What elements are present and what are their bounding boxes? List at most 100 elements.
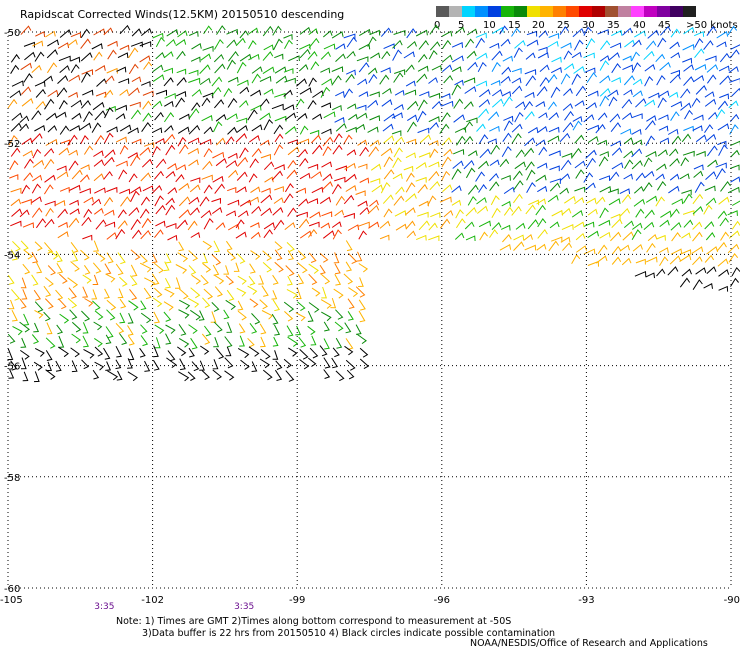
wind-barb [143,61,153,70]
wind-barb [47,39,59,47]
wind-barb [694,31,705,37]
wind-barb [703,40,714,51]
wind-barb [153,345,159,358]
wind-barb [154,111,164,121]
wind-barb [20,62,32,71]
wind-barb [299,157,309,167]
wind-barb [631,128,642,135]
wind-barb [308,302,320,313]
wind-barb [140,229,152,240]
wind-barb [428,116,440,123]
wind-barb [44,277,54,287]
wind-barb [729,113,740,123]
wind-barb [141,217,152,228]
wind-barb [418,152,431,158]
wind-barb [538,112,548,119]
wind-barb [535,204,546,216]
wind-barb [463,159,475,170]
wind-barb [357,78,368,86]
wind-barb [321,286,327,299]
wind-barb [167,350,176,362]
wind-barb [163,301,174,311]
wind-barb [71,321,82,333]
wind-barb [599,40,611,50]
wind-barb [322,230,335,239]
wind-barb [343,212,355,219]
wind-barb [491,222,502,231]
wind-barb [391,130,402,136]
wind-barb [175,38,187,47]
wind-barb [295,287,302,300]
wind-barb [55,360,62,372]
wind-barb [71,112,82,120]
wind-barb [343,134,353,145]
wind-barb [407,114,418,122]
wind-barb [178,113,190,120]
wind-barb [573,39,584,51]
wind-barb [128,87,140,97]
wind-barb [275,360,283,370]
wind-barb [127,127,139,134]
wind-barb [212,369,222,380]
wind-barb [258,275,265,285]
wind-barb [11,309,18,322]
wind-barb [429,180,441,191]
wind-barb [187,371,196,381]
wind-barb [623,75,636,86]
wind-barb [562,103,573,111]
wind-barb [718,285,729,292]
wind-barb [284,222,296,230]
wind-barb [128,173,138,183]
wind-barb [191,361,200,372]
wind-barb [585,38,596,49]
wind-barb [176,77,187,86]
wind-barb [178,241,185,252]
wind-barb [286,169,298,179]
wind-barb [140,172,152,182]
axis-labels: -50 -52 -54 -56 -58 -60-105 -102 -99 -96 -93 -90 3:… [0,28,740,612]
wind-barb [140,324,148,334]
wind-barb [502,96,513,107]
wind-barb [119,298,127,309]
wind-barb [367,36,377,47]
wind-barb [476,197,487,205]
wind-barb [299,87,312,95]
wind-barb [547,74,558,84]
wind-barb [695,85,707,95]
wind-barb [441,30,453,37]
wind-barb [80,249,90,261]
wind-barb [233,262,240,272]
wind-barb [238,323,246,334]
wind-barb [622,55,632,62]
wind-barb [240,359,250,370]
wind-barb [92,262,102,274]
wind-barb [368,73,378,83]
wind-barb [308,37,320,49]
wind-barb [706,266,717,274]
wind-barb [68,160,79,171]
colorbar-labels: 0 5 10 15 20 25 30 35 40 45 >50 knots [430,20,740,32]
wind-barb [21,184,31,195]
wind-barb [165,144,176,156]
wind-barb [537,185,548,193]
wind-barb [250,231,261,239]
wind-barb [286,288,298,299]
wind-barb [155,36,165,48]
wind-barb [212,151,225,159]
wind-barb [31,110,42,121]
wind-barb [369,199,379,207]
wind-barb [704,124,714,133]
wind-barb [538,46,548,53]
wind-barb [31,183,42,194]
wind-barb [33,289,42,301]
wind-barb [501,200,511,207]
wind-barb [671,231,681,242]
wind-barb [489,172,499,182]
wind-barb [35,88,46,98]
wind-barb [465,235,476,242]
wind-barb [416,73,428,83]
wind-barb [356,104,367,111]
wind-barb [45,369,56,380]
wind-barb [644,209,655,219]
wind-barb [236,117,248,124]
